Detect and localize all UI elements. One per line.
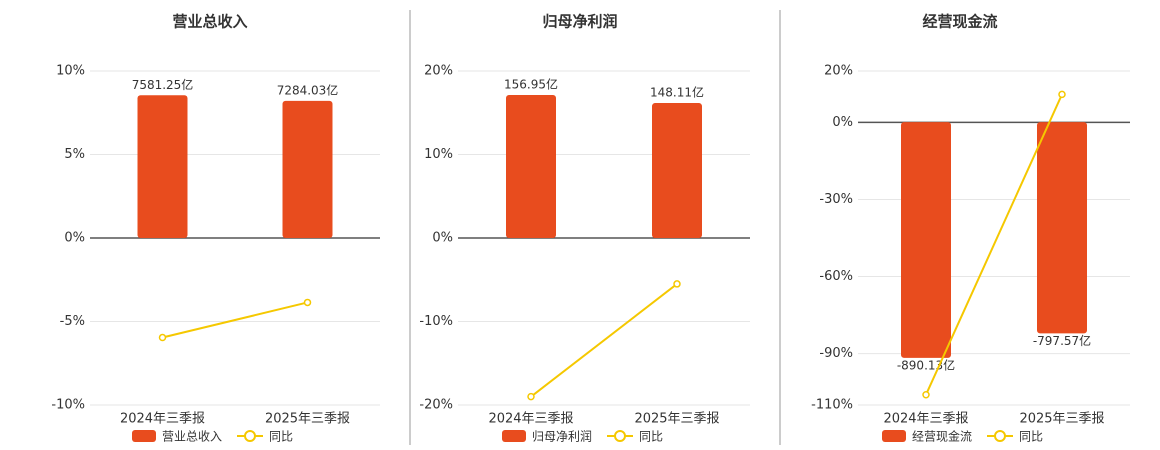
legend-marker — [614, 430, 626, 442]
line-marker — [527, 392, 535, 401]
y-tick-label: -10% — [419, 314, 453, 329]
chart-title: 归母净利润 — [542, 13, 617, 31]
chart-title: 营业总收入 — [172, 13, 247, 31]
y-tick-label: 0% — [832, 115, 853, 130]
bar — [506, 95, 556, 238]
y-tick-label: 20% — [824, 64, 853, 79]
legend-marker — [244, 430, 256, 442]
y-tick-label: 10% — [424, 147, 453, 162]
line-marker — [158, 333, 167, 342]
x-tick-label: 2024年三季报 — [883, 412, 968, 427]
x-tick-label: 2024年三季报 — [120, 412, 205, 427]
y-tick-label: -10% — [51, 398, 85, 413]
value-label: 148.11亿 — [650, 85, 704, 100]
value-label: -797.57亿 — [1033, 333, 1091, 348]
line-marker — [922, 390, 930, 399]
y-tick-label: -110% — [811, 398, 853, 413]
legend-label: 经营现金流 — [912, 429, 972, 444]
y-tick-label: -60% — [819, 269, 853, 284]
legend-swatch — [502, 430, 526, 442]
legend-label: 同比 — [639, 430, 663, 444]
legend-label: 同比 — [269, 430, 293, 444]
x-tick-label: 2025年三季报 — [1019, 412, 1104, 427]
value-label: -890.13亿 — [897, 357, 955, 372]
line — [925, 93, 1063, 396]
y-tick-label: 10% — [56, 64, 85, 79]
x-tick-label: 2025年三季报 — [634, 412, 719, 427]
y-tick-label: 5% — [64, 147, 85, 162]
legend-swatch — [882, 430, 906, 442]
y-tick-label: 20% — [424, 64, 453, 79]
legend-marker — [994, 430, 1006, 442]
bar — [282, 100, 333, 238]
bar — [1037, 122, 1087, 334]
x-tick-label: 2024年三季报 — [488, 412, 573, 427]
line-marker — [1058, 90, 1066, 99]
y-tick-label: -20% — [419, 398, 453, 413]
line — [162, 301, 308, 339]
value-label: 7581.25亿 — [132, 77, 194, 92]
value-label: 156.95亿 — [504, 77, 558, 92]
y-tick-label: -5% — [60, 314, 85, 329]
y-tick-label: -90% — [819, 346, 853, 361]
legend-label: 营业总收入 — [162, 430, 222, 444]
chart-title: 经营现金流 — [922, 13, 997, 31]
line-marker — [303, 298, 312, 307]
value-label: 7284.03亿 — [277, 82, 339, 97]
legend-swatch — [132, 430, 156, 442]
y-tick-label: 0% — [432, 231, 453, 246]
y-tick-label: -30% — [819, 192, 853, 207]
y-tick-label: 0% — [64, 231, 85, 246]
bar — [652, 103, 702, 238]
legend-label: 同比 — [1019, 430, 1043, 444]
line-marker — [673, 280, 681, 288]
legend-label: 归母净利润 — [532, 430, 592, 444]
x-tick-label: 2025年三季报 — [265, 412, 350, 427]
bar — [901, 122, 951, 358]
line — [530, 283, 678, 398]
bar — [137, 95, 188, 239]
